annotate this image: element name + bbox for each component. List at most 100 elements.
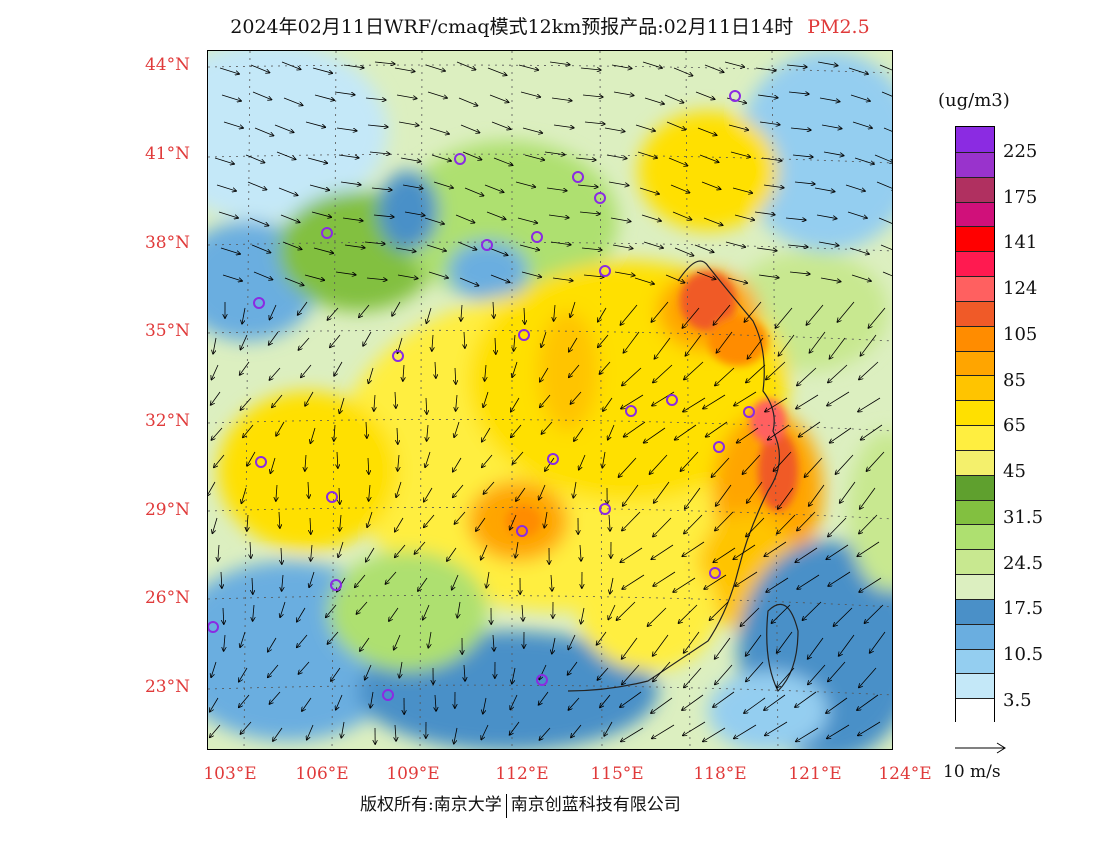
wind-vector xyxy=(301,364,312,377)
wind-vector xyxy=(327,631,339,644)
color-bin xyxy=(956,549,994,575)
wind-vector xyxy=(634,277,654,284)
wind-vector xyxy=(703,394,726,409)
wind-vector xyxy=(254,127,273,136)
wind-vector xyxy=(464,331,465,348)
wind-vector xyxy=(355,574,366,587)
wind-vector xyxy=(621,394,644,409)
wind-vector xyxy=(859,514,878,534)
color-bin xyxy=(956,176,994,203)
color-bin xyxy=(956,151,994,178)
wind-vector xyxy=(297,634,308,647)
color-bin xyxy=(956,425,994,451)
wind-vector xyxy=(570,391,582,404)
wind-vector xyxy=(331,667,341,681)
wind-vector xyxy=(458,97,477,106)
wind-vector xyxy=(519,244,539,250)
wind-vector xyxy=(363,331,372,346)
wind-vector xyxy=(620,547,643,562)
wind-vector xyxy=(305,121,325,127)
wind-vector xyxy=(240,334,248,350)
wind-vector xyxy=(394,634,401,650)
legend-label-31-5: 31.5 xyxy=(1003,507,1044,528)
legend-label-175: 175 xyxy=(1003,187,1038,208)
color-bin xyxy=(956,201,994,228)
wind-vector xyxy=(491,121,511,129)
wind-vector xyxy=(279,511,280,528)
wind-vector xyxy=(604,721,613,736)
wind-vector xyxy=(666,121,685,130)
wind-vector xyxy=(797,511,816,531)
wind-vector xyxy=(512,451,524,464)
wind-vector xyxy=(515,541,519,558)
wind-vector xyxy=(876,181,892,190)
wind-vector xyxy=(549,61,570,65)
wind-vector xyxy=(487,67,507,75)
wind-vector xyxy=(302,697,312,711)
wind-vector xyxy=(792,155,813,157)
wind-vector xyxy=(453,484,464,497)
wind-vector xyxy=(644,427,666,443)
wind-vector xyxy=(210,724,221,737)
wind-vector xyxy=(252,577,253,594)
wind-vector xyxy=(369,152,390,154)
wind-vector xyxy=(493,634,494,651)
wind-vector xyxy=(282,241,302,249)
wind-vector xyxy=(239,667,248,682)
wind-vector xyxy=(541,421,553,434)
wind-vector xyxy=(809,484,825,506)
wind-vector xyxy=(493,301,494,318)
wind-vector xyxy=(623,331,640,353)
wind-vector xyxy=(614,271,635,276)
color-bin xyxy=(956,524,994,551)
color-bin xyxy=(956,251,994,277)
wind-vector xyxy=(622,574,645,589)
wind-vector xyxy=(678,604,698,623)
wind-vector xyxy=(486,211,506,219)
wind-vector xyxy=(483,391,489,407)
wind-scale-arrow xyxy=(955,742,1006,754)
wind-vector xyxy=(515,181,535,187)
wind-vector xyxy=(851,274,871,281)
lat-label-26: 26°N xyxy=(144,588,190,608)
wind-vector xyxy=(370,691,374,708)
wind-vector xyxy=(310,427,316,443)
wind-vector xyxy=(740,607,760,626)
wind-vector xyxy=(654,481,670,503)
wind-vector xyxy=(546,187,567,191)
wind-vector xyxy=(620,691,642,707)
wind-vector xyxy=(276,484,277,501)
wind-vector xyxy=(880,244,892,251)
wind-vector xyxy=(715,637,731,659)
wind-vector xyxy=(848,67,868,74)
wind-vector xyxy=(311,211,331,217)
graticule xyxy=(208,51,892,749)
wind-vector xyxy=(276,421,285,436)
wind-vector xyxy=(336,127,357,131)
wind-vector xyxy=(240,361,250,375)
wind-vector xyxy=(482,427,491,442)
wind-vector xyxy=(211,661,217,677)
wind-vector xyxy=(240,397,252,410)
wind-vector xyxy=(395,544,406,557)
wind-vector xyxy=(242,307,246,324)
wind-vector xyxy=(278,187,298,195)
wind-vector xyxy=(268,637,277,652)
wind-vector xyxy=(835,454,854,474)
wind-vector xyxy=(734,391,757,406)
wind-vector xyxy=(554,304,555,321)
wind-vector xyxy=(637,151,657,158)
wind-vector xyxy=(208,481,216,496)
wind-vector xyxy=(703,727,726,742)
wind-vector xyxy=(624,421,646,437)
wind-vector xyxy=(524,307,525,324)
wind-vector xyxy=(247,451,256,466)
wind-vector xyxy=(369,484,370,501)
wind-vector xyxy=(297,607,306,622)
wind-vector xyxy=(344,244,365,248)
wind-vector xyxy=(610,577,614,594)
wind-vector xyxy=(397,274,418,278)
wind-vector xyxy=(460,124,479,133)
wind-vector xyxy=(243,424,254,437)
wind-vector xyxy=(522,127,542,133)
